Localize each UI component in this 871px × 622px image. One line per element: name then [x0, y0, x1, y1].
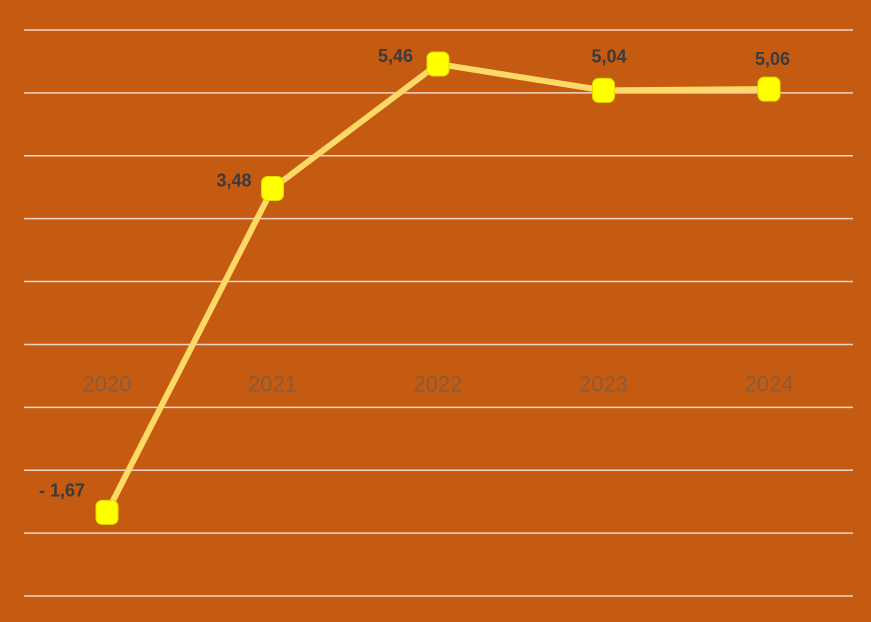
data-point-marker	[757, 76, 781, 102]
x-axis-labels: 2020 2021 2022 2023 2024	[83, 371, 794, 396]
x-tick-label: 2021	[248, 371, 297, 396]
data-label: - 1,67	[39, 480, 85, 500]
data-label: 5,04	[592, 46, 627, 66]
gridlines	[24, 29, 853, 597]
x-tick-label: 2024	[745, 371, 794, 396]
x-tick-label: 2023	[579, 371, 628, 396]
x-tick-label: 2020	[83, 371, 132, 396]
data-point-marker	[426, 51, 450, 77]
data-label: 3,48	[217, 170, 252, 190]
data-point-marker	[261, 175, 284, 201]
data-label: 5,46	[378, 46, 413, 66]
data-markers	[95, 51, 781, 525]
series-line-group	[104, 60, 772, 516]
data-point-marker	[95, 499, 119, 525]
data-point-marker	[592, 77, 615, 103]
series-line	[104, 60, 772, 516]
x-tick-label: 2022	[414, 371, 463, 396]
data-label: 5,06	[755, 49, 790, 69]
data-labels: - 1,67 3,48 5,46 5,04 5,06	[39, 46, 790, 500]
